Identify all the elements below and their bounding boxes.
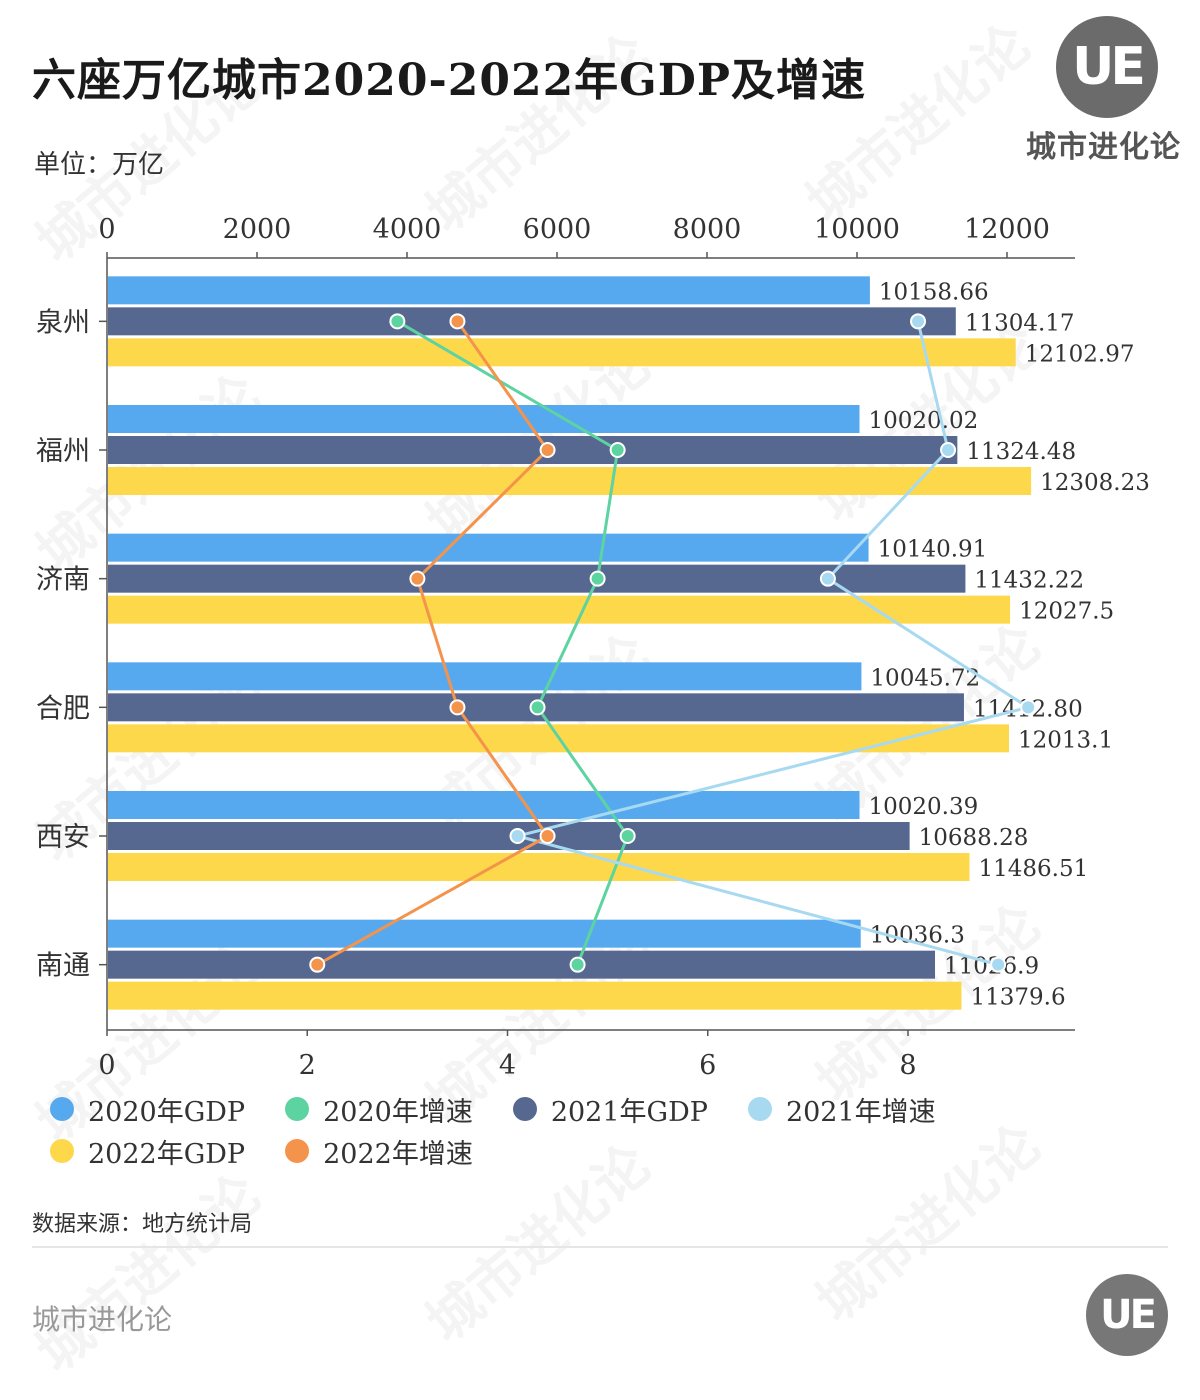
category-label: 济南 xyxy=(36,565,90,596)
bottom-axis-tick-label: 0 xyxy=(98,1050,115,1081)
category-label: 泉州 xyxy=(36,307,90,338)
legend-item: 2022年增速 xyxy=(285,1136,473,1170)
gdp-bar xyxy=(108,950,936,979)
brand-logo: UE xyxy=(1056,16,1158,118)
gdp-bar-label: 10140.91 xyxy=(878,537,988,563)
gdp-bar-label: 12027.5 xyxy=(1019,599,1114,625)
gdp-chart: 0 2000 4000 6000 8000 10000 12000 0 2 4 6 8 泉州福州济南合肥… xyxy=(36,214,1150,1081)
category-label: 合肥 xyxy=(36,693,90,724)
gdp-bar xyxy=(108,467,1032,495)
gdp-bar-label: 12308.23 xyxy=(1040,470,1150,496)
legend-dot-icon xyxy=(285,1139,310,1163)
growth-point xyxy=(990,956,1007,973)
growth-point xyxy=(509,828,526,844)
footer-logo: UE xyxy=(1086,1274,1168,1356)
category-label: 福州 xyxy=(36,436,90,467)
growth-point xyxy=(449,699,466,716)
gdp-bar-label: 10020.39 xyxy=(869,794,979,820)
gdp-bar-label: 11379.6 xyxy=(970,985,1065,1011)
growth-point xyxy=(910,313,927,330)
legend-dot-icon xyxy=(50,1139,74,1163)
growth-point xyxy=(819,570,836,587)
footer-brand: 城市进化论 xyxy=(32,1303,173,1336)
growth-point xyxy=(619,828,636,844)
legend-item: 2021年增速 xyxy=(747,1094,936,1128)
top-axis-tick-label: 8000 xyxy=(673,214,742,245)
top-axis-tick-label: 2000 xyxy=(223,214,292,245)
legend-dot-icon xyxy=(747,1097,772,1121)
gdp-bar xyxy=(108,276,870,305)
legend-label: 2022年GDP xyxy=(88,1138,246,1170)
gdp-bar-label: 10045.72 xyxy=(870,665,980,691)
legend-label: 2020年增速 xyxy=(323,1096,473,1128)
growth-line xyxy=(396,320,630,966)
legend-label: 2022年增速 xyxy=(323,1138,473,1170)
growth-point xyxy=(309,956,326,973)
growth-point xyxy=(539,828,556,844)
legend-item: 2020年增速 xyxy=(285,1094,473,1128)
bottom-axis-tick-label: 4 xyxy=(499,1050,516,1081)
gdp-bar-label: 10020.02 xyxy=(869,408,979,434)
bottom-axis-tick-label: 2 xyxy=(299,1050,316,1081)
growth-point xyxy=(1020,699,1037,716)
growth-point xyxy=(940,442,957,458)
legend-dot-icon xyxy=(285,1097,310,1121)
growth-point xyxy=(609,442,626,458)
gdp-bar xyxy=(108,533,869,562)
gdp-bar-label: 11486.51 xyxy=(978,856,1088,882)
gdp-bar xyxy=(108,338,1016,367)
bottom-axis-tick-label: 8 xyxy=(899,1050,916,1081)
growth-point xyxy=(589,570,606,587)
chart-title: 六座万亿城市2020-2022年GDP及增速 xyxy=(32,55,867,106)
gdp-bar xyxy=(108,436,958,464)
gdp-bar xyxy=(108,307,956,336)
legend-label: 2020年GDP xyxy=(88,1096,246,1128)
gdp-bar xyxy=(108,822,910,850)
legend-dot-icon xyxy=(50,1097,74,1121)
top-axis-tick-label: 10000 xyxy=(814,214,900,245)
gdp-bar-label: 11324.48 xyxy=(966,439,1076,465)
legend-item: 2022年GDP xyxy=(50,1136,245,1170)
top-axis-tick-label: 0 xyxy=(98,214,115,245)
gdp-bar-label: 11432.22 xyxy=(974,568,1084,594)
category-label: 南通 xyxy=(36,951,90,982)
data-source: 数据来源：地方统计局 xyxy=(32,1212,253,1237)
growth-line xyxy=(511,320,1032,967)
legend-item: 2021年GDP xyxy=(512,1094,708,1128)
category-label: 西安 xyxy=(36,822,90,853)
gdp-bar-label: 12102.97 xyxy=(1025,341,1135,367)
top-axis-tick-label: 4000 xyxy=(373,214,442,245)
growth-line xyxy=(316,320,550,966)
gdp-bar-label: 12013.1 xyxy=(1018,727,1113,753)
chart-legend: 2020年GDP 2020年增速 2021年GDP 2021年增速 2022年GDP 20… xyxy=(50,1094,1170,1170)
gdp-bar-label: 10158.66 xyxy=(879,279,989,305)
growth-point xyxy=(569,956,586,973)
top-axis-tick-label: 6000 xyxy=(523,214,592,245)
gdp-bar xyxy=(108,853,970,881)
growth-point xyxy=(389,313,406,330)
gdp-bar xyxy=(108,405,860,433)
gdp-bar xyxy=(108,919,861,948)
divider xyxy=(32,1246,1168,1248)
legend-label: 2021年GDP xyxy=(550,1096,708,1128)
growth-point xyxy=(409,570,426,587)
legend-item: 2020年GDP xyxy=(50,1094,245,1128)
watermark: 城市进化论 xyxy=(23,1161,272,1385)
gdp-bar xyxy=(108,791,860,819)
legend-label: 2021年增速 xyxy=(785,1096,936,1128)
growth-point xyxy=(449,313,466,330)
gdp-bar-label: 10688.28 xyxy=(919,825,1029,851)
legend-dot-icon xyxy=(512,1097,537,1121)
growth-point xyxy=(529,699,546,716)
brand-name: 城市进化论 xyxy=(1026,130,1181,165)
gdp-bar xyxy=(108,981,962,1010)
gdp-bar xyxy=(108,662,862,691)
bottom-axis-tick-label: 6 xyxy=(699,1050,716,1081)
growth-point xyxy=(539,442,556,458)
gdp-bar-label: 11304.17 xyxy=(965,310,1075,336)
top-axis-tick-label: 12000 xyxy=(964,214,1050,245)
unit-label: 单位：万亿 xyxy=(34,150,165,180)
